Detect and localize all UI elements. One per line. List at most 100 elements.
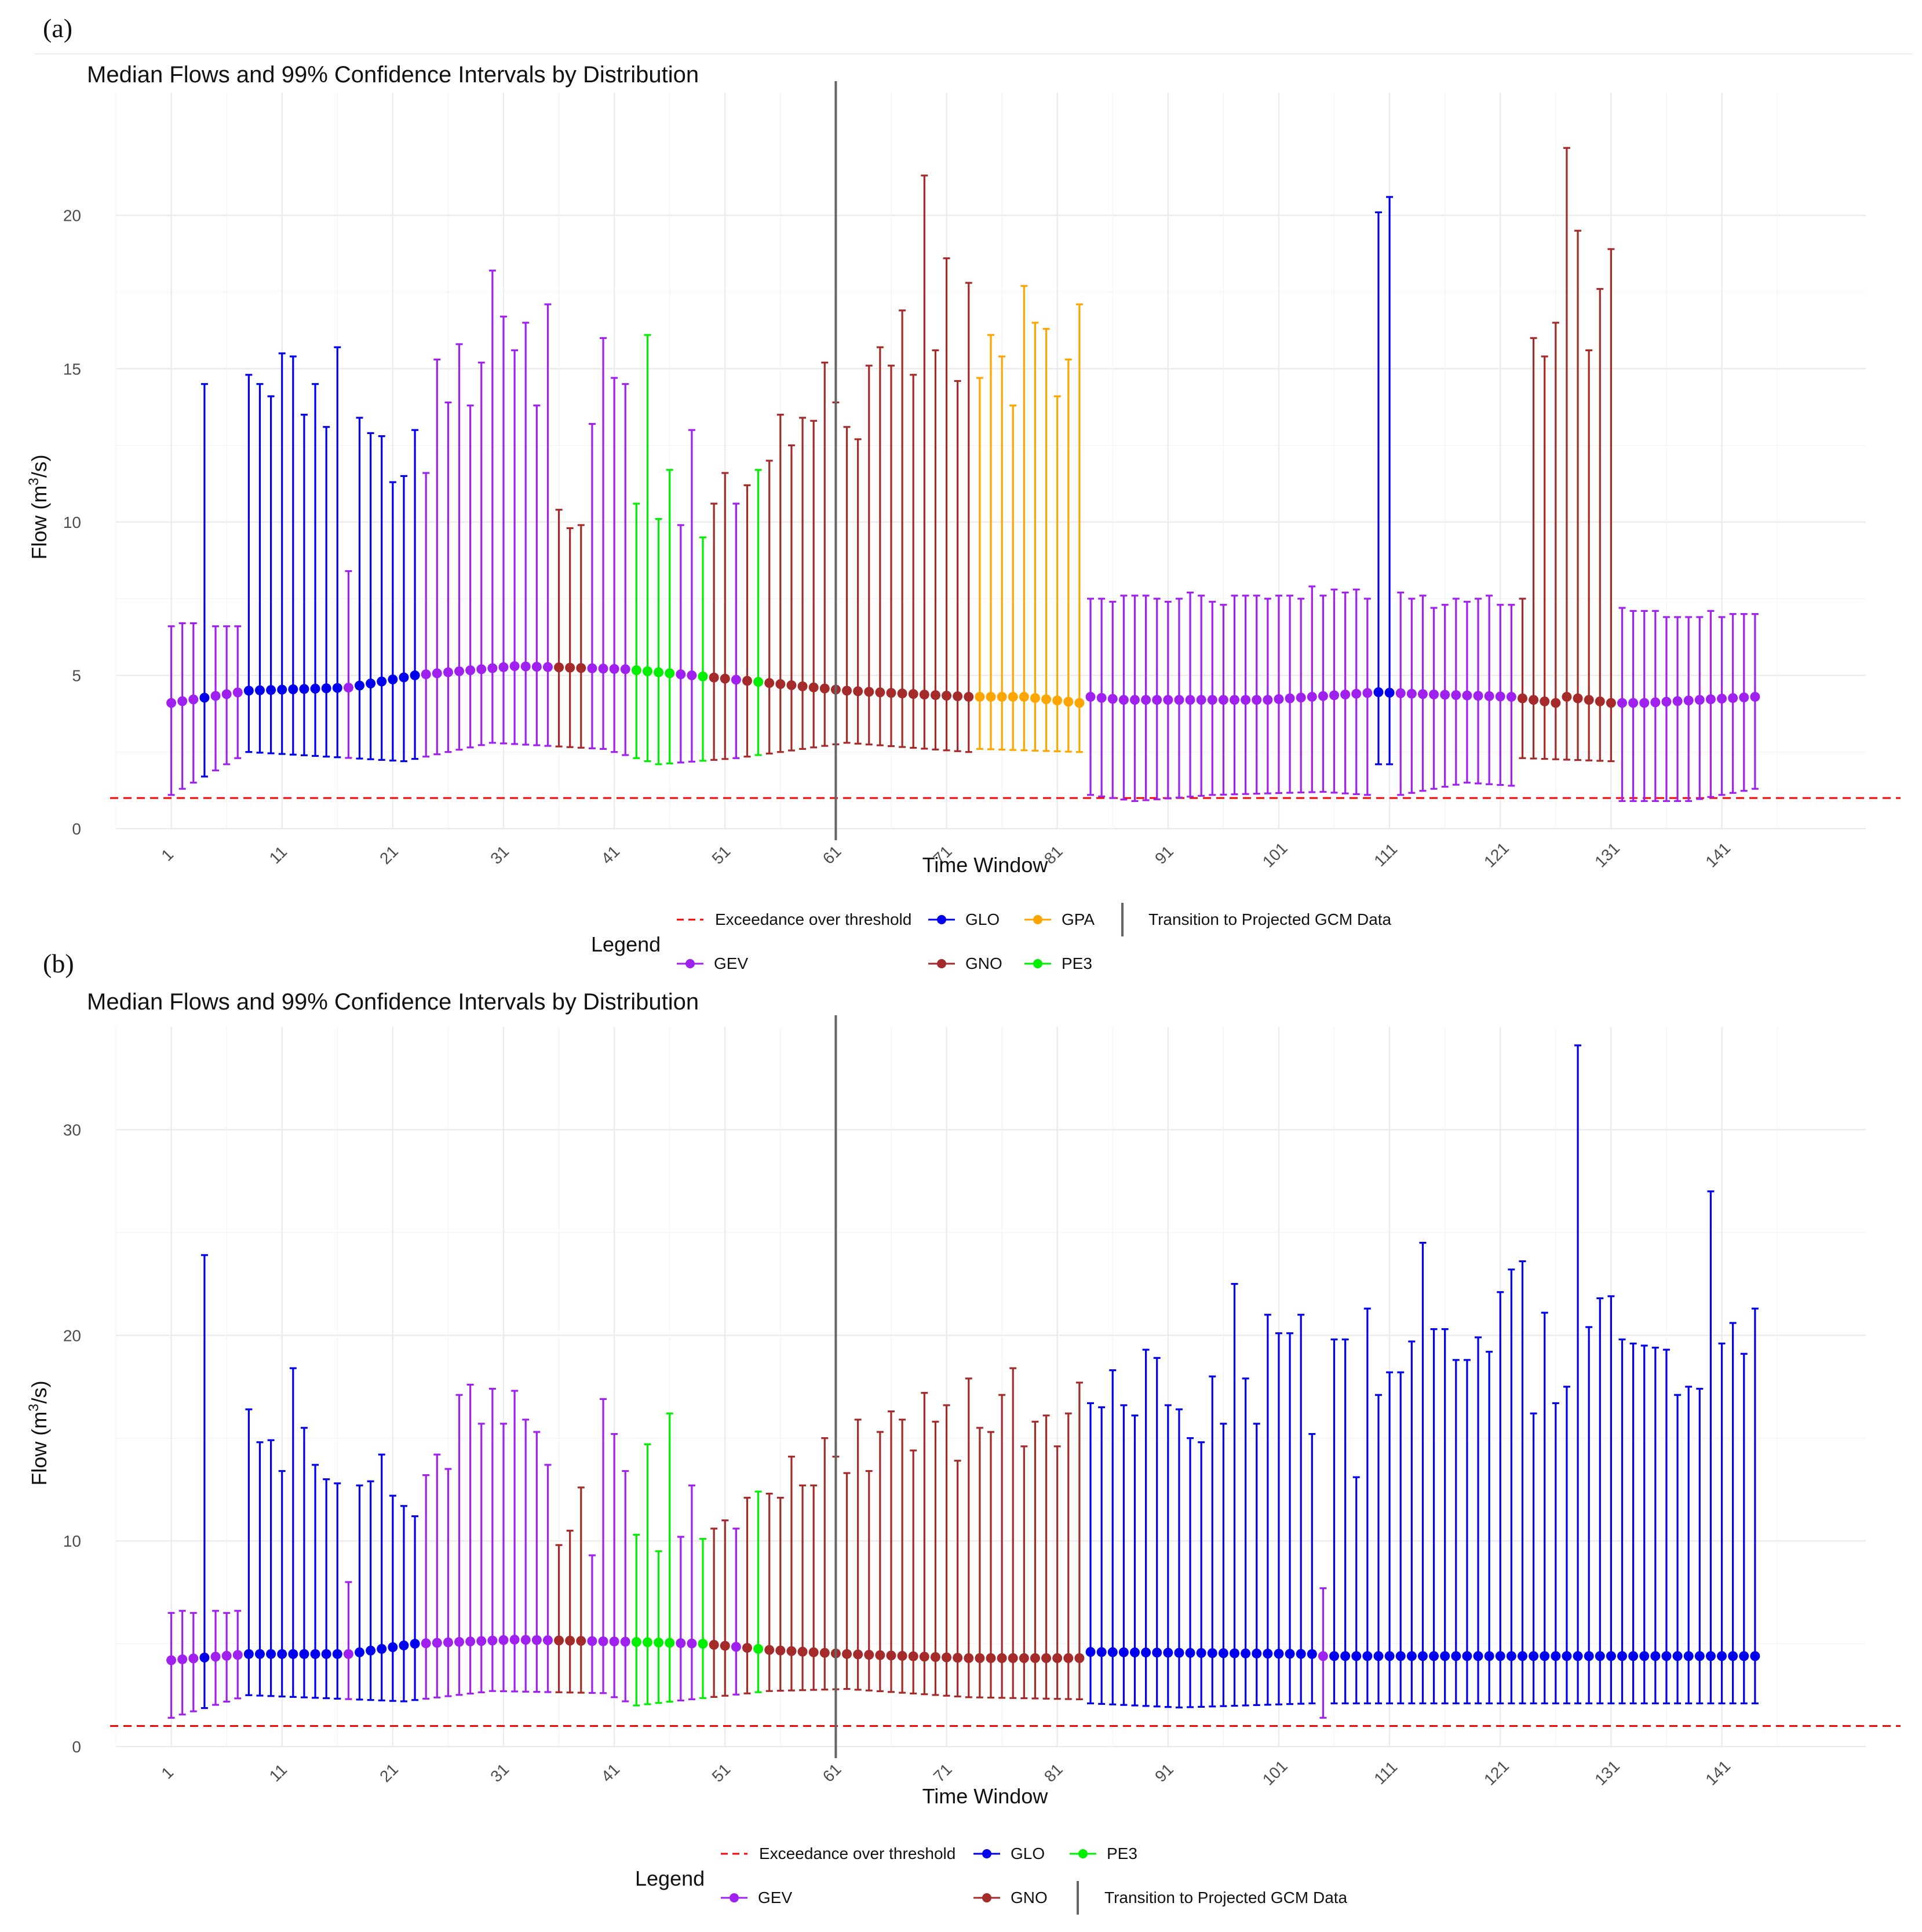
median-point bbox=[1241, 695, 1251, 705]
chart-panel-a: Median Flows and 99% Confidence Interval… bbox=[26, 62, 1901, 972]
median-point bbox=[1163, 1647, 1173, 1658]
median-point bbox=[1030, 1653, 1040, 1663]
median-point bbox=[465, 1636, 476, 1647]
median-point bbox=[476, 664, 487, 675]
median-point bbox=[1440, 690, 1450, 700]
median-point bbox=[1562, 691, 1572, 702]
median-point bbox=[642, 1637, 652, 1647]
error-bars bbox=[166, 1044, 1760, 1719]
median-point bbox=[1728, 693, 1738, 703]
median-point bbox=[554, 1635, 564, 1646]
median-point bbox=[410, 1639, 420, 1649]
median-point bbox=[288, 1649, 298, 1659]
median-point bbox=[665, 1638, 675, 1648]
median-point bbox=[388, 674, 398, 684]
median-point bbox=[1739, 692, 1749, 703]
median-point bbox=[243, 1649, 254, 1659]
median-point bbox=[620, 1636, 630, 1647]
median-point bbox=[819, 1647, 830, 1658]
median-point bbox=[1307, 1649, 1317, 1659]
median-point bbox=[576, 663, 586, 673]
x-axis-label: Time Window bbox=[922, 1784, 1049, 1808]
median-point bbox=[1584, 695, 1594, 705]
pe3-label: PE3 bbox=[1107, 1844, 1137, 1862]
median-point bbox=[1196, 695, 1206, 705]
median-point bbox=[642, 666, 652, 676]
median-point bbox=[609, 664, 619, 674]
panel-separator bbox=[35, 53, 1912, 54]
median-point bbox=[1329, 1651, 1340, 1661]
median-point bbox=[1118, 695, 1129, 705]
median-point bbox=[1617, 1651, 1627, 1661]
threshold-legend-label: Exceedance over threshold bbox=[715, 910, 911, 928]
median-point bbox=[842, 1649, 852, 1659]
median-point bbox=[687, 1638, 697, 1649]
median-point bbox=[277, 684, 287, 695]
median-point bbox=[1218, 695, 1228, 705]
x-tick-label: 111 bbox=[1370, 1758, 1401, 1788]
median-point bbox=[1473, 1651, 1483, 1661]
median-point bbox=[631, 1637, 641, 1647]
median-point bbox=[343, 683, 353, 693]
median-point bbox=[542, 662, 553, 672]
median-point bbox=[864, 1650, 874, 1660]
median-point bbox=[1362, 688, 1373, 698]
median-point bbox=[764, 678, 775, 688]
y-axis-label: Flow (m3/s) bbox=[26, 1380, 51, 1485]
median-point bbox=[720, 1641, 730, 1651]
gno-key-point bbox=[982, 1893, 991, 1902]
median-point bbox=[1252, 695, 1262, 705]
median-point bbox=[432, 668, 442, 679]
x-tick-label: 91 bbox=[1151, 1760, 1177, 1785]
median-point bbox=[1661, 697, 1672, 707]
x-tick-label: 41 bbox=[597, 842, 623, 867]
median-point bbox=[531, 1635, 542, 1645]
median-point bbox=[1451, 1651, 1461, 1661]
median-point bbox=[886, 688, 896, 698]
median-point bbox=[177, 696, 188, 706]
median-point bbox=[1019, 1653, 1029, 1663]
median-point bbox=[221, 689, 232, 699]
x-tick-label: 121 bbox=[1480, 1757, 1512, 1789]
median-point bbox=[565, 1635, 575, 1646]
median-point bbox=[1263, 1649, 1273, 1659]
median-point bbox=[742, 676, 752, 686]
median-point bbox=[1096, 692, 1107, 703]
median-point bbox=[1340, 689, 1351, 699]
median-point bbox=[509, 1634, 520, 1645]
legend-title: Legend bbox=[591, 932, 661, 956]
median-point bbox=[366, 679, 376, 689]
median-point bbox=[676, 669, 686, 680]
median-point bbox=[1085, 691, 1096, 702]
chart-title: Median Flows and 99% Confidence Interval… bbox=[87, 989, 699, 1015]
median-point bbox=[1584, 1651, 1594, 1661]
median-point bbox=[1484, 1651, 1494, 1661]
y-tick-label: 10 bbox=[63, 1532, 81, 1550]
median-point bbox=[1274, 1649, 1284, 1659]
gpa-key-point bbox=[1033, 915, 1042, 924]
median-point bbox=[1263, 695, 1273, 705]
median-point bbox=[1218, 1648, 1228, 1658]
x-tick-label: 1 bbox=[158, 845, 177, 865]
median-point bbox=[1728, 1651, 1738, 1661]
median-point bbox=[520, 661, 531, 672]
median-point bbox=[1008, 691, 1018, 702]
median-point bbox=[520, 1635, 531, 1645]
median-point bbox=[997, 691, 1007, 702]
median-point bbox=[742, 1643, 752, 1653]
x-tick-label: 61 bbox=[819, 842, 845, 867]
median-point bbox=[465, 665, 476, 676]
median-point bbox=[443, 1637, 453, 1647]
median-point bbox=[886, 1650, 896, 1661]
median-point bbox=[1661, 1651, 1672, 1661]
median-point bbox=[1440, 1651, 1450, 1661]
median-point bbox=[1329, 690, 1340, 701]
panel-b-label: (b) bbox=[43, 949, 74, 978]
median-point bbox=[786, 1646, 797, 1656]
median-point bbox=[1008, 1653, 1018, 1663]
legend-title: Legend bbox=[635, 1867, 705, 1890]
median-point bbox=[1551, 1651, 1561, 1661]
y-tick-label: 5 bbox=[72, 666, 81, 684]
median-point bbox=[709, 672, 719, 683]
median-point bbox=[432, 1638, 442, 1648]
